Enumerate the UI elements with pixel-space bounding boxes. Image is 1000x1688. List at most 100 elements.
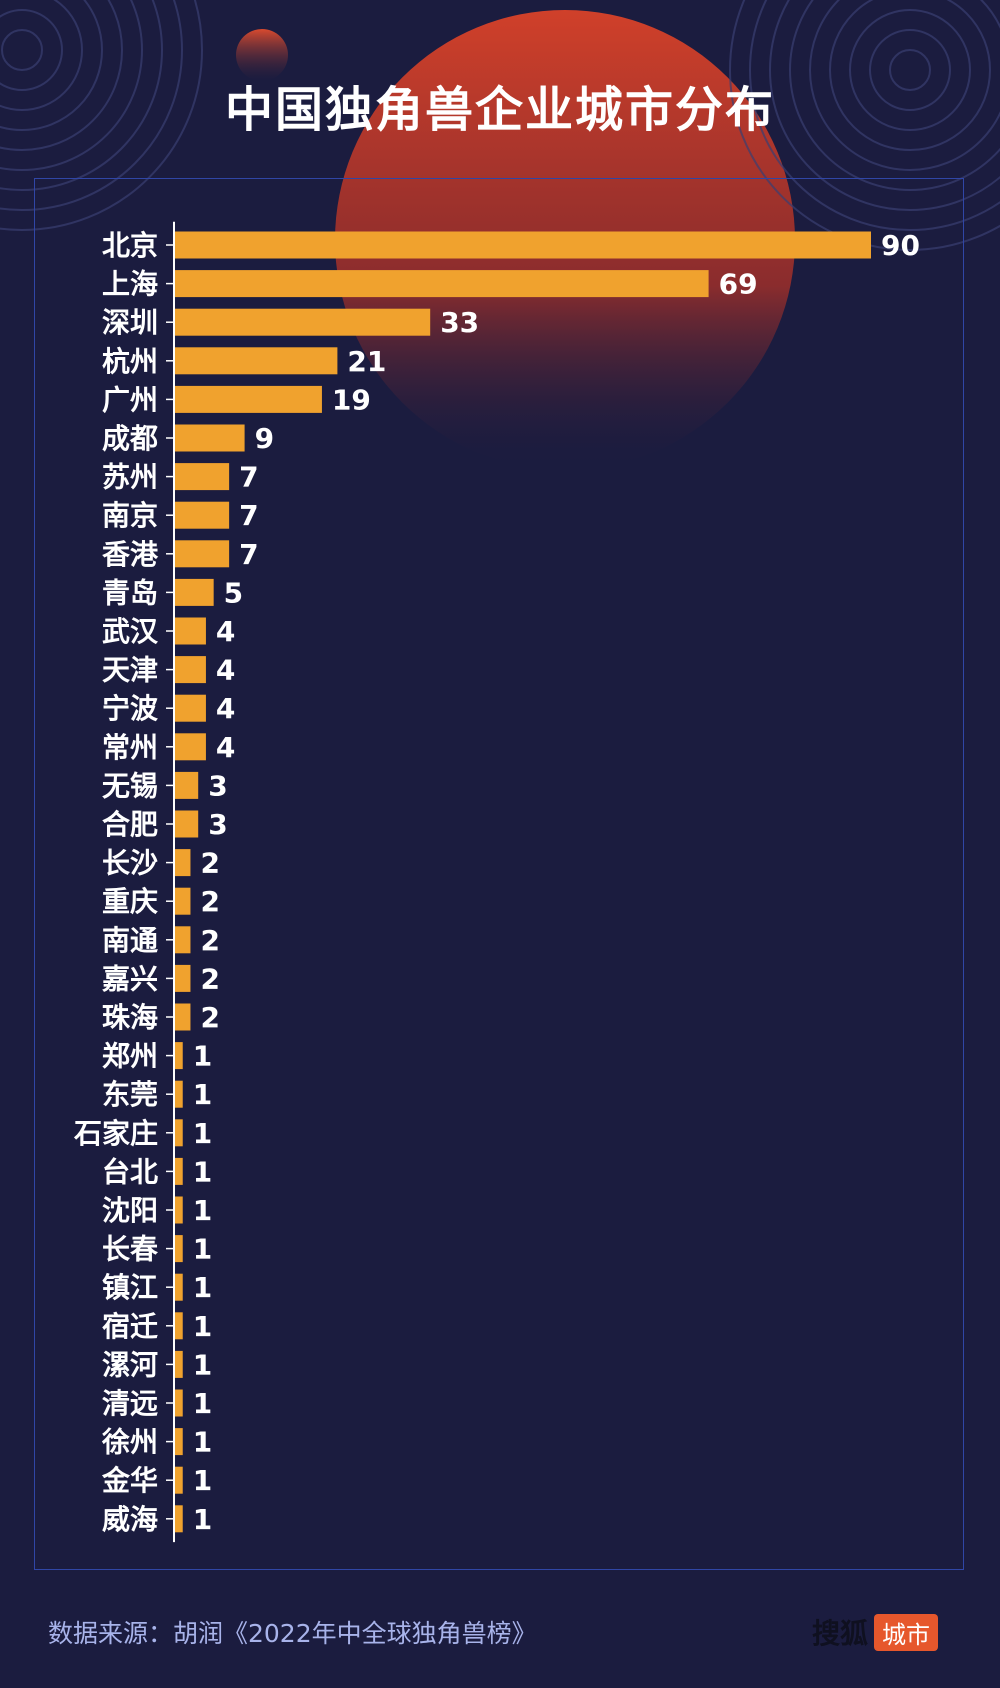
bar [175,270,709,298]
value-label: 1 [193,1194,212,1227]
bar [175,617,206,645]
category-label: 宁波 [102,692,159,725]
bar [175,810,199,838]
category-label: 深圳 [102,306,158,339]
value-label: 2 [200,847,219,880]
value-label: 1 [193,1464,212,1497]
value-label: 3 [208,808,227,841]
category-label: 重庆 [102,885,158,918]
bar [175,1003,191,1031]
bar [175,1119,183,1147]
bar [175,887,191,915]
category-label: 天津 [102,654,158,687]
bar [175,964,191,992]
category-label: 苏州 [102,461,158,494]
value-label: 5 [224,576,243,609]
category-label: 南通 [102,924,158,957]
bar [175,540,230,568]
chart-frame [34,178,964,1570]
value-label: 1 [193,1078,212,1111]
value-label: 1 [193,1117,212,1150]
category-label: 上海 [102,268,158,301]
bar [175,578,214,606]
category-label: 嘉兴 [102,962,158,995]
category-label: 常州 [102,731,158,764]
value-label: 2 [200,962,219,995]
value-label: 1 [193,1503,212,1536]
category-label: 石家庄 [73,1117,158,1150]
value-label: 1 [193,1310,212,1343]
brand-name: 搜狐 [812,1617,869,1650]
category-label: 成都 [102,422,158,455]
value-label: 19 [332,383,371,416]
bar [175,1428,183,1456]
data-source-note: 数据来源：胡润《2022年中全球独角兽榜》 [48,1619,537,1648]
category-label: 郑州 [102,1040,158,1073]
value-label: 1 [193,1426,212,1459]
ripple-decoration-left [0,0,203,231]
value-label: 1 [193,1233,212,1266]
bar [175,1312,183,1340]
bar [175,424,245,452]
bar [175,501,230,529]
category-label: 沈阳 [102,1194,158,1227]
value-label: 33 [440,306,479,339]
bar [175,1350,183,1378]
value-label: 7 [239,461,258,494]
bar [175,1505,183,1533]
category-label: 长沙 [102,847,158,880]
bar [175,1466,183,1494]
category-label: 青岛 [102,576,158,609]
value-label: 4 [216,654,235,687]
category-label: 南京 [102,499,158,532]
brand-badge: 城市 [874,1613,939,1651]
value-label: 7 [239,538,258,571]
bar [175,385,322,413]
ripple-decoration-right [729,0,1000,251]
category-label: 威海 [102,1503,158,1536]
category-label: 广州 [102,383,158,416]
brand-logo: 搜狐 城市 [812,1612,939,1652]
bar [175,926,191,954]
value-label: 2 [200,924,219,957]
bar [175,1235,183,1263]
value-label: 3 [208,769,227,802]
bar [175,347,338,375]
category-label: 清远 [102,1387,158,1420]
bar [175,771,199,799]
category-label: 武汉 [102,615,159,648]
category-label: 镇江 [102,1271,158,1304]
category-label: 北京 [102,229,158,262]
bar [175,1196,183,1224]
bar [175,733,206,761]
bar [175,1157,183,1185]
bar [175,1389,183,1417]
category-label: 漯河 [102,1348,158,1381]
value-label: 7 [239,499,258,532]
value-label: 9 [255,422,274,455]
category-label: 宿迁 [102,1310,158,1343]
value-label: 21 [347,345,386,378]
category-label: 杭州 [102,345,158,378]
value-label: 1 [193,1348,212,1381]
value-label: 90 [881,229,920,262]
category-label: 无锡 [102,769,158,802]
bar [175,463,230,491]
value-label: 1 [193,1155,212,1188]
page-title: 中国独角兽企业城市分布 [224,82,775,138]
value-label: 4 [216,731,235,764]
bar [175,231,871,259]
bar [175,656,206,684]
category-label: 长春 [102,1233,158,1266]
bar [175,308,431,336]
category-label: 合肥 [102,808,158,841]
value-label: 1 [193,1040,212,1073]
category-label: 台北 [102,1155,158,1188]
category-label: 东莞 [102,1078,158,1111]
bar [175,1080,183,1108]
category-label: 珠海 [102,1001,158,1034]
value-label: 4 [216,692,235,725]
category-label: 徐州 [101,1426,158,1459]
small-sun-decoration [236,29,288,81]
